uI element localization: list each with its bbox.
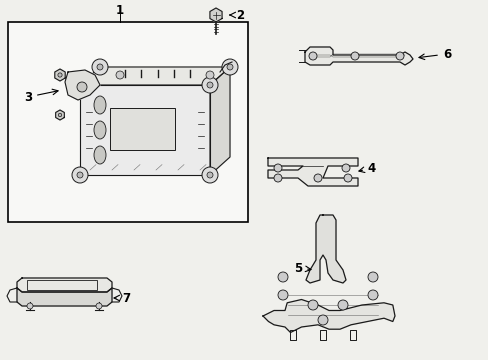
Circle shape [278,272,287,282]
Text: 1: 1 [116,4,124,17]
Text: 4: 4 [367,162,375,175]
Circle shape [77,82,87,92]
Circle shape [226,64,232,70]
Circle shape [27,303,33,309]
Circle shape [206,172,213,178]
Circle shape [273,174,282,182]
Polygon shape [17,278,112,292]
Polygon shape [56,110,64,120]
Circle shape [96,303,102,309]
Circle shape [278,290,287,300]
Text: 5: 5 [293,261,302,274]
Circle shape [395,52,403,60]
Polygon shape [55,69,65,81]
Circle shape [367,272,377,282]
Circle shape [72,77,88,93]
Polygon shape [263,300,394,333]
Circle shape [77,82,83,88]
Polygon shape [305,215,346,283]
Circle shape [337,300,347,310]
Polygon shape [305,47,412,65]
Polygon shape [267,158,357,186]
Circle shape [72,167,88,183]
Bar [8,22,247,222]
Circle shape [343,174,351,182]
Circle shape [273,164,282,172]
Polygon shape [209,67,229,175]
Polygon shape [80,85,209,175]
Circle shape [307,300,317,310]
Circle shape [367,290,377,300]
Bar [110,108,175,150]
Circle shape [222,59,238,75]
Bar [27,280,97,290]
Polygon shape [80,67,229,85]
Circle shape [77,172,83,178]
Ellipse shape [94,146,106,164]
Polygon shape [17,288,112,306]
Circle shape [97,64,103,70]
Circle shape [116,71,124,79]
Polygon shape [65,70,100,100]
Circle shape [92,59,108,75]
Circle shape [313,174,321,182]
Circle shape [341,164,349,172]
Circle shape [58,113,61,117]
Circle shape [58,73,62,77]
Text: 6: 6 [442,48,450,60]
Circle shape [205,71,214,79]
Circle shape [350,52,358,60]
Circle shape [317,315,327,325]
Circle shape [202,167,218,183]
Circle shape [308,52,316,60]
Text: 7: 7 [122,292,130,305]
Polygon shape [209,8,222,22]
Ellipse shape [94,96,106,114]
Circle shape [202,77,218,93]
Ellipse shape [94,121,106,139]
Text: 3: 3 [24,90,32,104]
Circle shape [206,82,213,88]
Text: 2: 2 [235,9,244,22]
